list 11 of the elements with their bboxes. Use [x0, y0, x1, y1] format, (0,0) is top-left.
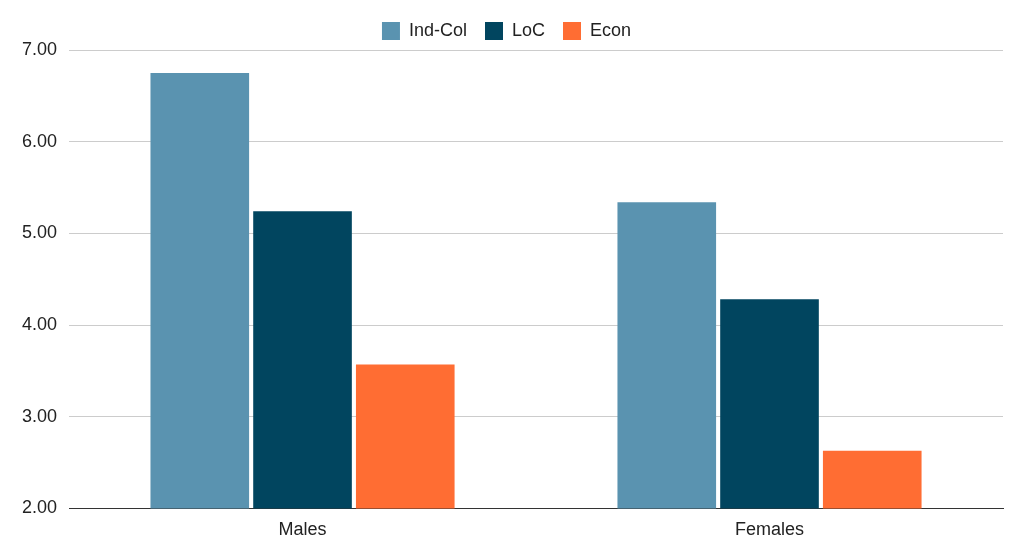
legend-label: Econ: [590, 19, 632, 40]
legend-label: Ind-Col: [408, 19, 467, 40]
legend-label: LoC: [511, 19, 546, 40]
y-tick-label: 5.00: [21, 222, 58, 243]
y-tick-label: 4.00: [21, 314, 58, 335]
y-tick-label: 2.00: [21, 497, 58, 518]
y-tick-label: 6.00: [21, 130, 58, 151]
y-tick-label: 7.00: [21, 38, 58, 59]
y-tick-label: 3.00: [21, 405, 58, 426]
x-tick-label: Males: [278, 519, 327, 540]
x-tick-label: Females: [734, 519, 805, 540]
